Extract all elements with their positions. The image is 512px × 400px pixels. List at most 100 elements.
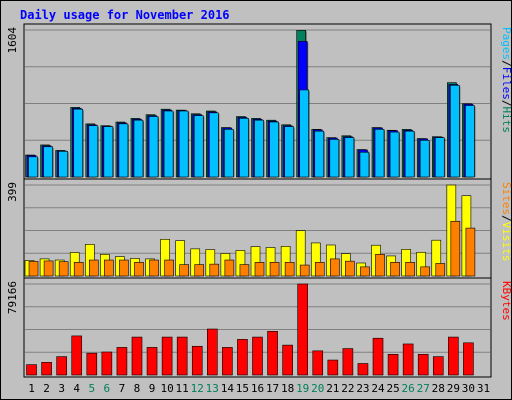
x-tick-label: 4 (73, 382, 80, 395)
bar-sites-day-1 (28, 261, 39, 277)
bar-pages-day-16 (254, 119, 264, 178)
bar-pages-day-15 (239, 118, 249, 178)
bar-sites-day-13 (209, 263, 220, 277)
bar-kbytes-day-10 (161, 336, 173, 376)
bar-pages-day-21 (329, 139, 340, 178)
chart-title: Daily usage for November 2016 (20, 8, 230, 22)
bar-sites-day-19 (299, 264, 310, 277)
bar-sites-day-23 (360, 266, 370, 277)
y-tick-label: 1604 (6, 27, 19, 54)
bar-pages-day-12 (193, 115, 204, 178)
x-tick-label: 23 (356, 382, 369, 395)
bar-pages-day-28 (434, 137, 445, 178)
x-tick-label: 31 (477, 382, 490, 395)
bar-kbytes-day-22 (342, 348, 354, 376)
legend-entry: Pages (500, 27, 512, 60)
x-tick-label: 18 (281, 382, 294, 395)
bar-pages-day-11 (178, 110, 189, 178)
bar-kbytes-day-27 (417, 354, 429, 376)
x-tick-label: 28 (432, 382, 445, 395)
bar-sites-day-10 (164, 259, 174, 277)
x-tick-label: 8 (134, 382, 141, 395)
bar-pages-day-6 (103, 126, 114, 178)
legend-entry: KBytes (500, 281, 512, 321)
legend-entry: Visits (500, 222, 512, 262)
bar-kbytes-day-3 (56, 356, 67, 376)
bar-kbytes-day-11 (176, 336, 188, 376)
bar-pages-day-25 (389, 131, 400, 178)
bar-kbytes-day-4 (71, 335, 83, 376)
bar-kbytes-day-24 (372, 337, 384, 376)
bar-sites-day-8 (134, 262, 144, 277)
bar-sites-day-6 (104, 259, 114, 277)
bar-kbytes-day-18 (282, 344, 293, 376)
x-tick-label: 22 (341, 382, 354, 395)
bar-pages-day-4 (73, 108, 84, 178)
bar-kbytes-day-19 (297, 283, 308, 376)
bar-kbytes-day-7 (116, 347, 128, 376)
bar-sites-day-30 (465, 227, 476, 277)
bar-sites-day-7 (119, 259, 129, 277)
bar-pages-day-17 (269, 121, 279, 178)
bar-pages-day-29 (450, 85, 460, 178)
x-tick-label: 6 (104, 382, 111, 395)
bar-kbytes-day-13 (207, 328, 218, 376)
x-tick-label: 29 (447, 382, 460, 395)
bar-pages-day-23 (359, 151, 370, 178)
x-tick-label: 17 (266, 382, 279, 395)
y-tick-label: 79166 (6, 281, 19, 314)
bar-pages-day-1 (28, 156, 38, 178)
x-tick-label: 24 (371, 382, 385, 395)
bar-sites-day-15 (239, 264, 250, 277)
bar-kbytes-day-28 (432, 356, 444, 376)
bar-sites-day-28 (435, 263, 446, 277)
y-tick-label: 399 (6, 182, 19, 202)
legend-entry: Hits (500, 107, 512, 134)
bar-pages-day-7 (118, 123, 129, 178)
legend-hits-files-pages: Pages/Files/Hits (500, 27, 512, 133)
bar-pages-day-19 (299, 89, 309, 178)
bar-kbytes-day-23 (357, 363, 369, 376)
x-tick-label: 20 (311, 382, 324, 395)
legend-visits-sites: Sites/Visits (500, 182, 512, 262)
bar-sites-day-4 (73, 262, 84, 277)
x-axis: 1 2 3 4 5 6 7 8 9 10 11 12 13 14 15 16 17 18 19 20 21 22 23 24 2… (28, 382, 490, 395)
bar-kbytes-day-17 (267, 331, 278, 376)
bar-pages-day-2 (43, 146, 53, 178)
bar-pages-day-30 (465, 105, 475, 178)
x-tick-label: 19 (296, 382, 309, 395)
bar-sites-day-21 (330, 258, 340, 277)
x-tick-label: 26 (402, 382, 415, 395)
x-tick-label: 27 (417, 382, 430, 395)
x-tick-label: 16 (251, 382, 264, 395)
bar-pages-day-22 (344, 137, 355, 178)
bar-sites-day-3 (58, 261, 69, 277)
bar-sites-day-29 (450, 220, 461, 277)
bar-pages-day-14 (224, 129, 234, 178)
x-tick-label: 15 (236, 382, 249, 395)
bar-pages-day-10 (163, 110, 174, 178)
x-tick-label: 13 (206, 382, 219, 395)
bar-kbytes-day-14 (222, 347, 233, 376)
x-tick-label: 5 (88, 382, 95, 395)
bar-pages-day-3 (58, 151, 68, 178)
bar-kbytes-day-29 (448, 336, 459, 376)
bar-sites-day-16 (254, 262, 265, 277)
bar-pages-day-27 (419, 140, 430, 178)
bar-kbytes-day-9 (146, 347, 158, 376)
x-tick-label: 10 (160, 382, 173, 395)
bar-sites-day-24 (375, 254, 385, 277)
bar-sites-day-9 (149, 259, 159, 277)
bar-sites-day-20 (314, 262, 325, 277)
bar-pages-day-20 (314, 130, 325, 178)
x-tick-label: 2 (43, 382, 50, 395)
x-tick-label: 21 (326, 382, 339, 395)
bar-pages-day-26 (404, 130, 415, 178)
bar-pages-day-13 (209, 112, 219, 178)
x-tick-label: 11 (176, 382, 189, 395)
bar-sites-day-27 (420, 266, 431, 277)
x-tick-label: 25 (386, 382, 399, 395)
bar-kbytes-day-5 (86, 352, 98, 376)
bar-kbytes-day-30 (463, 342, 474, 376)
legend-entry: / (500, 60, 512, 67)
